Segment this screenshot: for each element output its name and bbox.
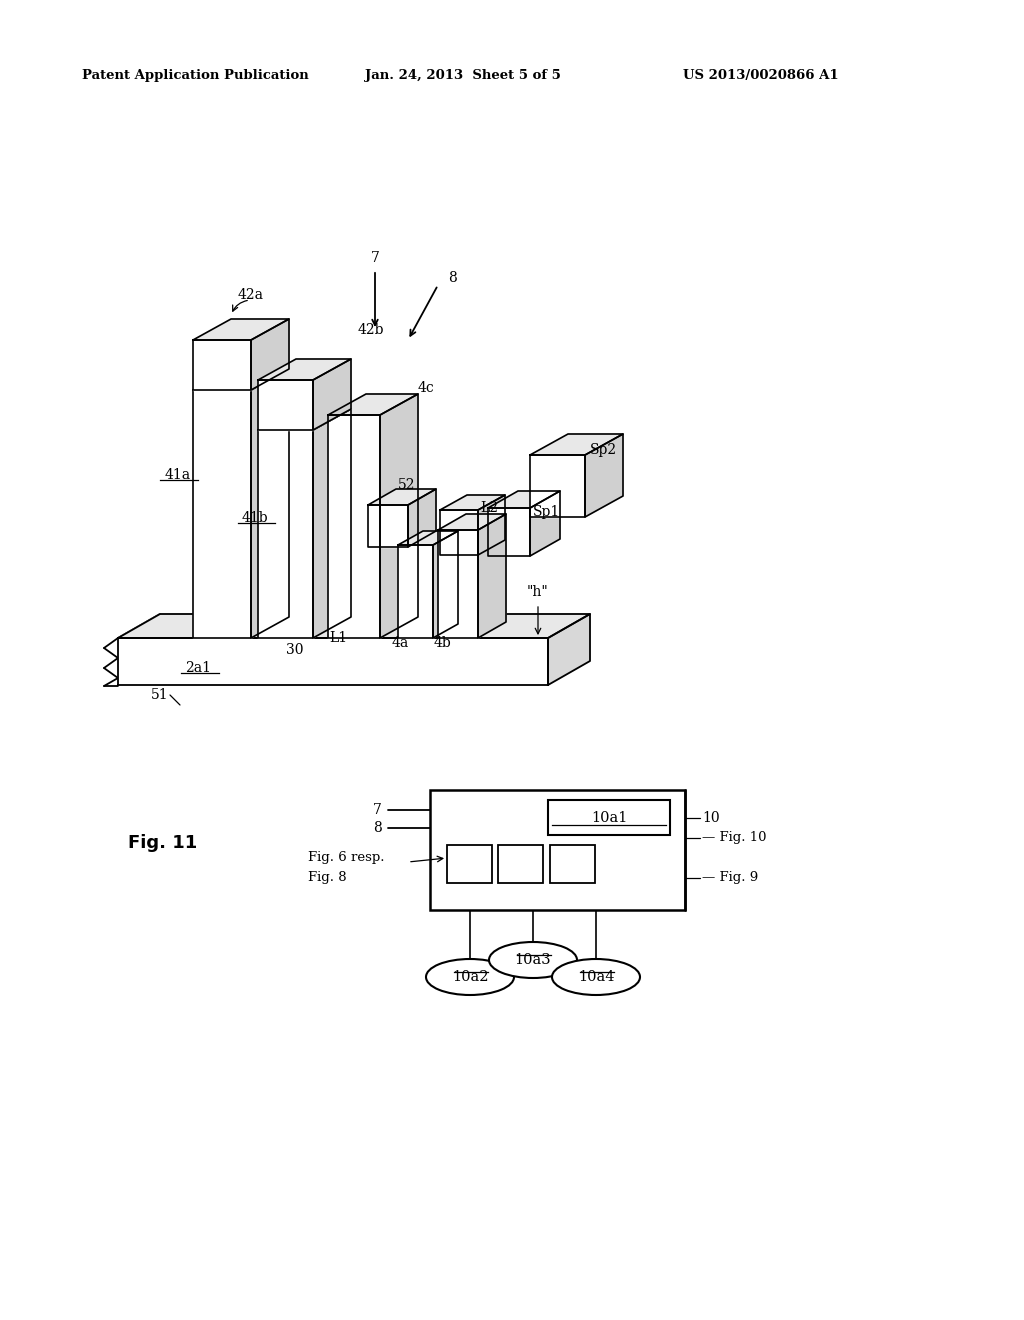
Text: 41a: 41a xyxy=(165,469,191,482)
Text: 10a3: 10a3 xyxy=(515,953,551,968)
Bar xyxy=(430,789,685,909)
Text: 10a1: 10a1 xyxy=(591,810,627,825)
Text: 8: 8 xyxy=(374,821,382,836)
Polygon shape xyxy=(313,409,351,638)
Text: — Fig. 9: — Fig. 9 xyxy=(702,871,758,884)
Text: 2a1: 2a1 xyxy=(185,661,211,675)
Bar xyxy=(498,845,543,883)
Polygon shape xyxy=(193,389,251,638)
Polygon shape xyxy=(328,414,380,638)
Polygon shape xyxy=(258,409,351,430)
Polygon shape xyxy=(440,495,505,510)
Text: 4b: 4b xyxy=(433,636,451,649)
Polygon shape xyxy=(193,341,251,389)
Polygon shape xyxy=(193,319,289,341)
Text: 4a: 4a xyxy=(391,636,409,649)
Polygon shape xyxy=(530,434,623,455)
Text: 41b: 41b xyxy=(242,511,268,525)
Ellipse shape xyxy=(489,942,577,978)
Text: 51: 51 xyxy=(152,688,169,702)
Text: Jan. 24, 2013  Sheet 5 of 5: Jan. 24, 2013 Sheet 5 of 5 xyxy=(365,69,561,82)
Polygon shape xyxy=(398,545,433,638)
Polygon shape xyxy=(488,491,560,508)
Bar xyxy=(550,845,595,883)
Polygon shape xyxy=(258,359,351,380)
Text: "h": "h" xyxy=(527,585,549,599)
Text: Sp1: Sp1 xyxy=(534,506,560,519)
Polygon shape xyxy=(585,434,623,517)
Polygon shape xyxy=(440,510,478,554)
Polygon shape xyxy=(530,491,560,556)
Text: 7: 7 xyxy=(373,803,382,817)
Text: 30: 30 xyxy=(287,643,304,657)
Polygon shape xyxy=(488,508,530,556)
Polygon shape xyxy=(368,506,408,546)
Polygon shape xyxy=(118,614,590,638)
Text: 10: 10 xyxy=(702,810,720,825)
Text: US 2013/0020866 A1: US 2013/0020866 A1 xyxy=(683,69,839,82)
Text: 42a: 42a xyxy=(238,288,264,302)
Polygon shape xyxy=(530,455,585,517)
Text: Fig. 6 resp.: Fig. 6 resp. xyxy=(308,851,384,865)
Text: Patent Application Publication: Patent Application Publication xyxy=(82,69,309,82)
Text: 8: 8 xyxy=(449,271,457,285)
Text: Sp2: Sp2 xyxy=(590,444,617,457)
Polygon shape xyxy=(408,488,436,546)
Polygon shape xyxy=(433,531,458,638)
Polygon shape xyxy=(398,531,458,545)
Bar xyxy=(548,800,670,836)
Polygon shape xyxy=(438,513,506,531)
Polygon shape xyxy=(478,513,506,638)
Polygon shape xyxy=(193,370,289,389)
Text: Fig. 11: Fig. 11 xyxy=(128,834,198,851)
Polygon shape xyxy=(380,393,418,638)
Text: Fig. 8: Fig. 8 xyxy=(308,870,347,883)
Text: 42b: 42b xyxy=(358,323,384,337)
Polygon shape xyxy=(328,393,418,414)
Polygon shape xyxy=(118,638,548,685)
Text: 4c: 4c xyxy=(418,381,435,395)
Text: 10a4: 10a4 xyxy=(578,970,614,983)
Text: 52: 52 xyxy=(398,478,416,492)
Text: 10a2: 10a2 xyxy=(452,970,488,983)
Polygon shape xyxy=(438,531,478,638)
Text: — Fig. 10: — Fig. 10 xyxy=(702,832,767,845)
Ellipse shape xyxy=(552,960,640,995)
Polygon shape xyxy=(258,430,313,638)
Polygon shape xyxy=(258,380,313,430)
Polygon shape xyxy=(368,488,436,506)
Text: L1: L1 xyxy=(329,631,347,645)
Ellipse shape xyxy=(426,960,514,995)
Polygon shape xyxy=(313,359,351,430)
Bar xyxy=(447,845,492,883)
Polygon shape xyxy=(251,370,289,638)
Polygon shape xyxy=(251,319,289,389)
Polygon shape xyxy=(548,614,590,685)
Text: 7: 7 xyxy=(371,251,380,265)
Text: L2: L2 xyxy=(480,502,498,515)
Polygon shape xyxy=(478,495,505,554)
